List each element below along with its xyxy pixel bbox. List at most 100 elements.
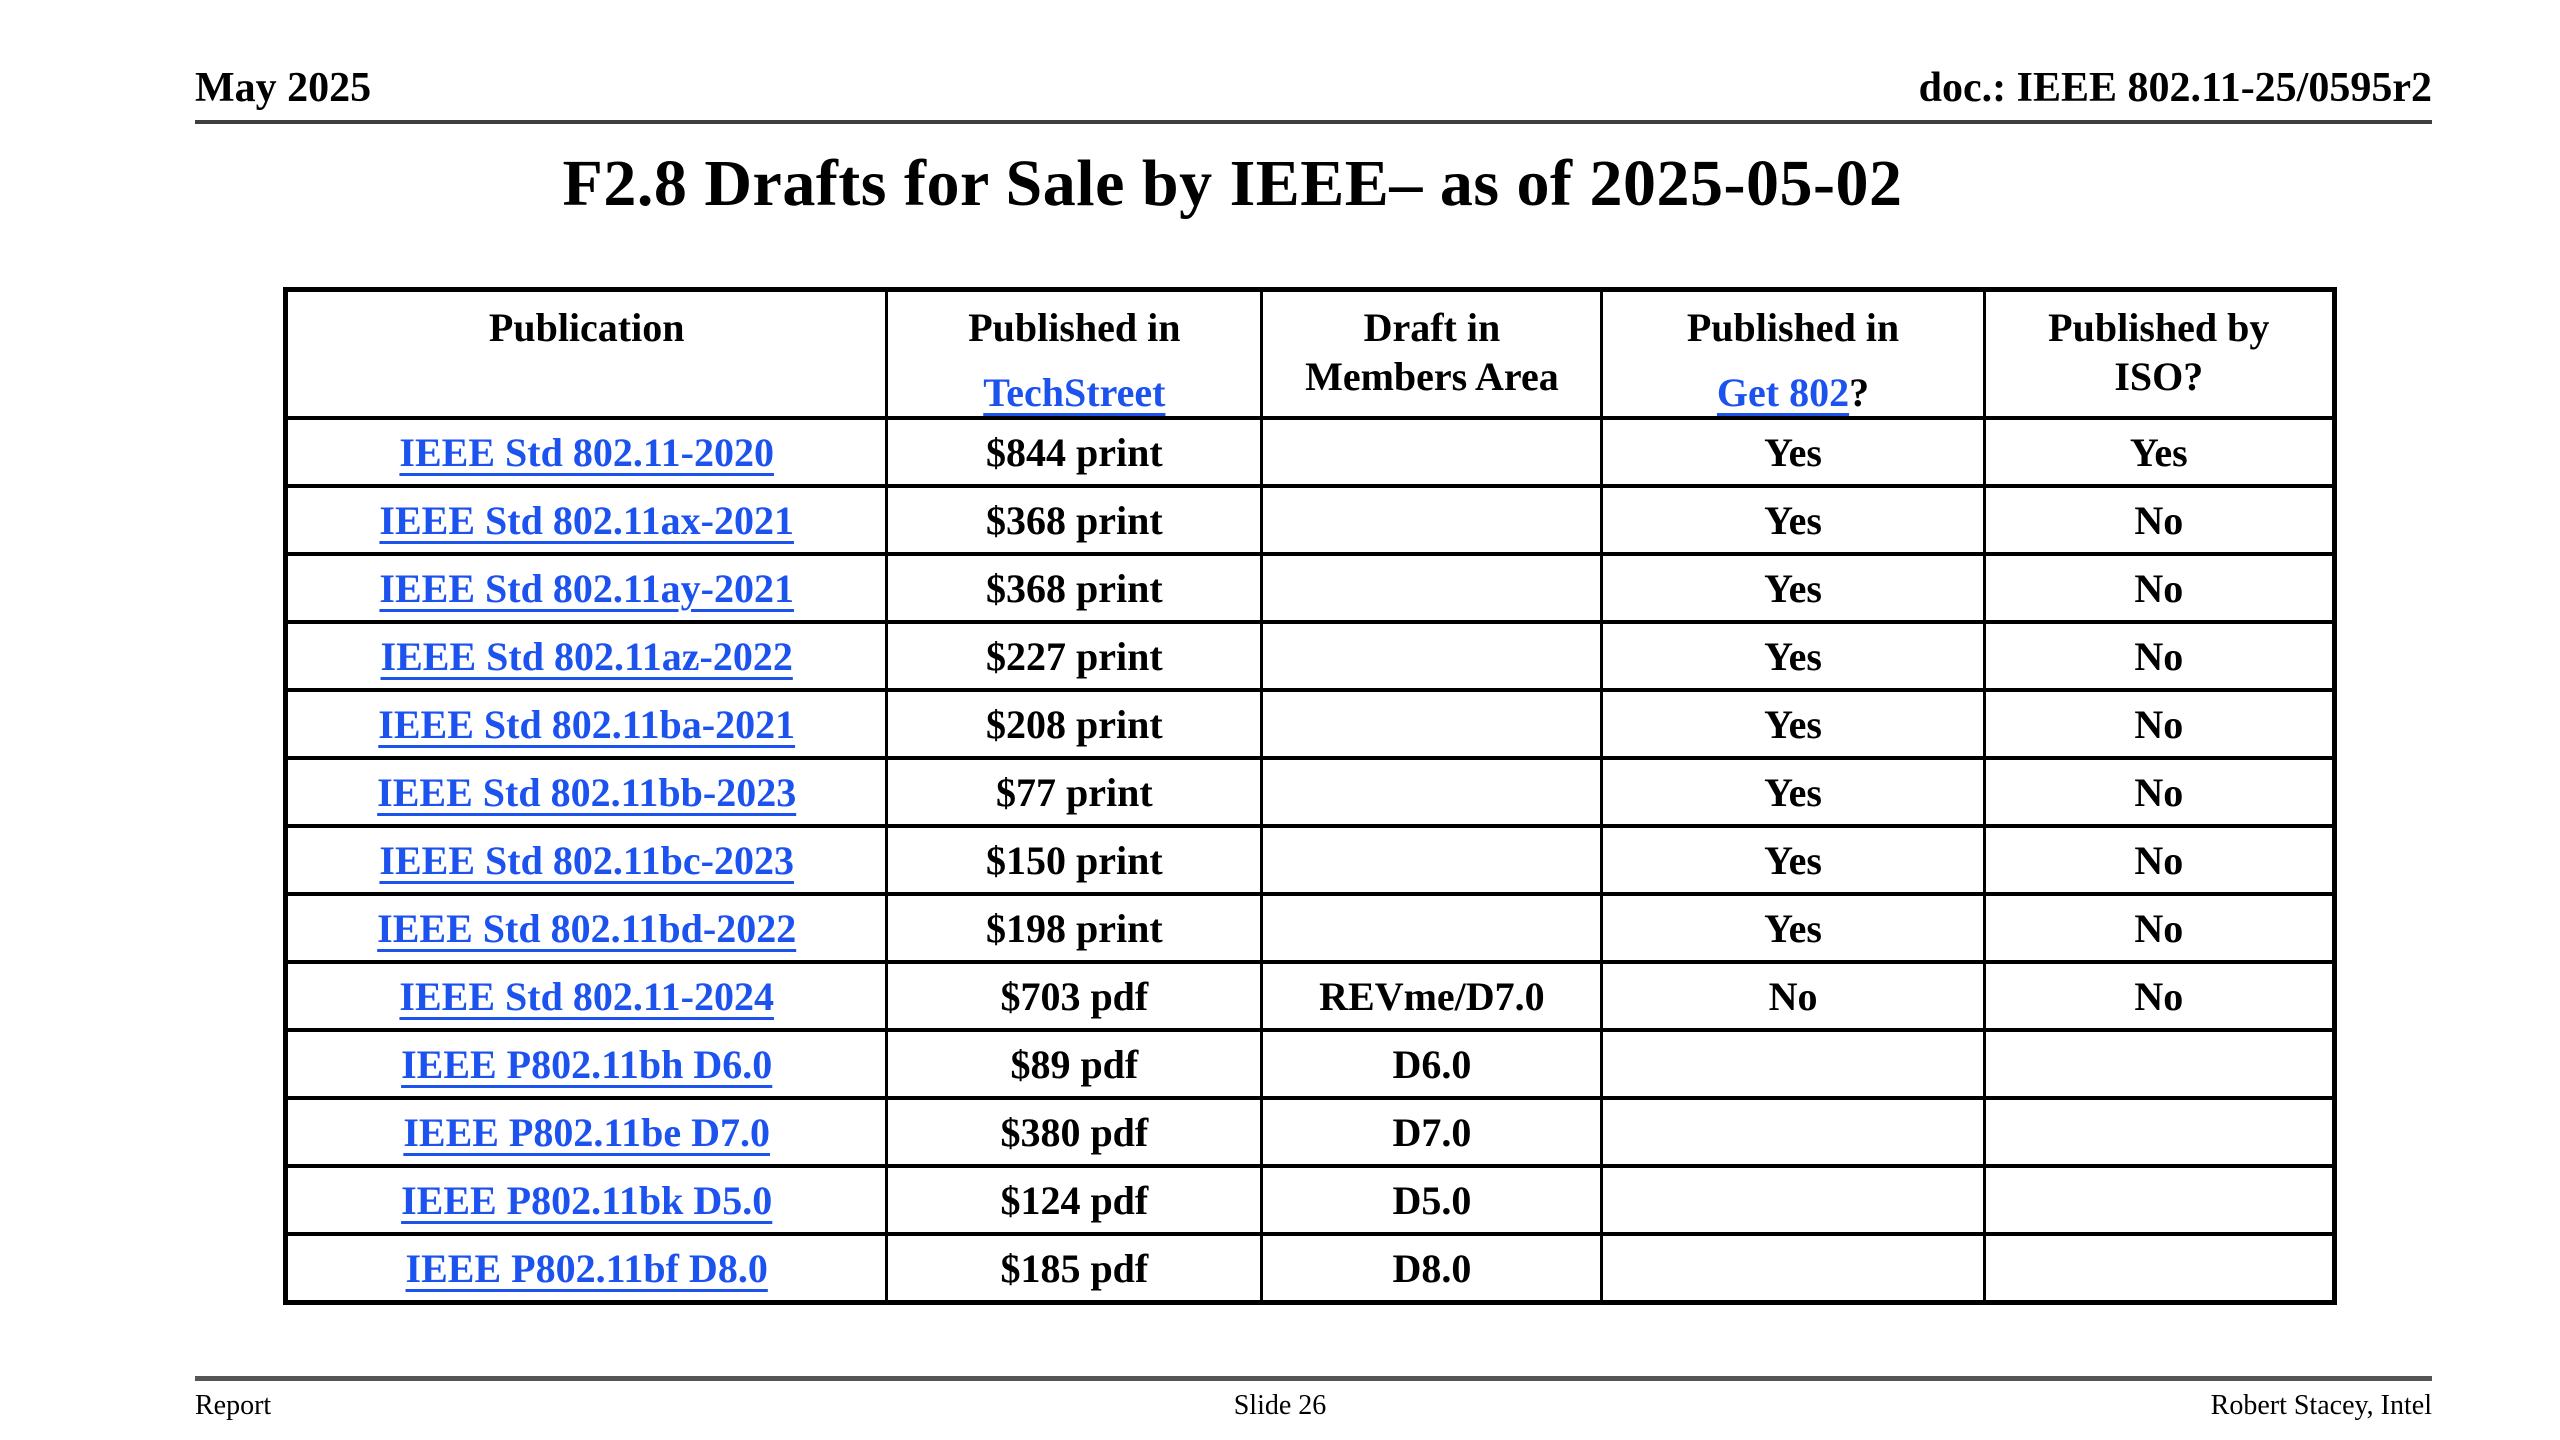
publication-cell: IEEE Std 802.11-2020 — [283, 416, 889, 489]
publication-link[interactable]: IEEE Std 802.11bc-2023 — [379, 837, 794, 883]
published-iso-cell: No — [1982, 484, 2337, 557]
publication-link[interactable]: IEEE P802.11be D7.0 — [403, 1109, 771, 1155]
techstreet-price-cell: $150 print — [885, 824, 1264, 897]
page-title: F2.8 Drafts for Sale by IEEE– as of 2025… — [562, 147, 1903, 220]
publication-cell: IEEE P802.11bf D8.0 — [283, 1232, 889, 1305]
techstreet-price-cell: $227 print — [885, 620, 1264, 693]
draft-members-area-cell — [1260, 620, 1604, 693]
table-row: IEEE Std 802.11bb-2023 $77 print Yes No — [283, 756, 2337, 829]
draft-members-area-cell: D5.0 — [1260, 1164, 1604, 1237]
publication-link[interactable]: IEEE Std 802.11ay-2021 — [379, 565, 794, 611]
publication-cell: IEEE P802.11bh D6.0 — [283, 1028, 889, 1101]
header-draft-line2: Members Area — [1305, 354, 1559, 400]
published-iso-cell: Yes — [1982, 416, 2337, 489]
draft-members-area-cell — [1260, 688, 1604, 761]
draft-members-area-cell — [1260, 756, 1604, 829]
published-iso-cell: No — [1982, 620, 2337, 693]
publication-cell: IEEE Std 802.11bd-2022 — [283, 892, 889, 965]
published-iso-cell — [1982, 1164, 2337, 1237]
techstreet-price-cell: $368 print — [885, 552, 1264, 625]
techstreet-price-cell: $380 pdf — [885, 1096, 1264, 1169]
published-iso-cell: No — [1982, 824, 2337, 897]
draft-members-area-cell: D7.0 — [1260, 1096, 1604, 1169]
draft-members-area-cell — [1260, 892, 1604, 965]
published-get802-cell: Yes — [1600, 824, 1986, 897]
techstreet-price-cell: $185 pdf — [885, 1232, 1264, 1305]
published-iso-cell: No — [1982, 892, 2337, 965]
table-row: IEEE Std 802.11az-2022 $227 print Yes No — [283, 620, 2337, 693]
publication-link[interactable]: IEEE Std 802.11bd-2022 — [377, 905, 797, 951]
techstreet-price-cell: $208 print — [885, 688, 1264, 761]
published-iso-cell — [1982, 1028, 2337, 1101]
publication-cell: IEEE Std 802.11ba-2021 — [283, 688, 889, 761]
header-techstreet-line1: Published in — [968, 305, 1181, 350]
drafts-table: Publication Published in TechStreet Draf… — [283, 287, 2337, 1305]
published-iso-cell: No — [1982, 552, 2337, 625]
publication-cell: IEEE P802.11bk D5.0 — [283, 1164, 889, 1237]
published-get802-cell: Yes — [1600, 688, 1986, 761]
publication-cell: IEEE Std 802.11bb-2023 — [283, 756, 889, 829]
published-get802-cell: Yes — [1600, 620, 1986, 693]
techstreet-price-cell: $77 print — [885, 756, 1264, 829]
published-get802-cell — [1600, 1164, 1986, 1237]
publication-link[interactable]: IEEE Std 802.11-2024 — [399, 973, 774, 1019]
published-get802-cell: No — [1600, 960, 1986, 1033]
published-iso-cell — [1982, 1096, 2337, 1169]
table-body: IEEE Std 802.11-2020 $844 print Yes Yes IEEE… — [283, 416, 2337, 1305]
footer-rule — [195, 1376, 2432, 1381]
table-row: IEEE Std 802.11-2024 $703 pdf REVme/D7.0 No… — [283, 960, 2337, 1033]
published-get802-cell: Yes — [1600, 756, 1986, 829]
table-header: Publication Published in TechStreet Draf… — [283, 287, 2337, 421]
header-draft-line1: Draft in — [1363, 305, 1501, 350]
table-row: IEEE P802.11bf D8.0 $185 pdf D8.0 — [283, 1232, 2337, 1305]
draft-members-area-cell — [1260, 416, 1604, 489]
slide-header: May 2025 doc.: IEEE 802.11-25/0595r2 — [195, 64, 2432, 124]
get802-link[interactable]: Get 802 — [1716, 370, 1850, 416]
draft-members-area-cell — [1260, 824, 1604, 897]
techstreet-price-cell: $844 print — [885, 416, 1264, 489]
publication-link[interactable]: IEEE Std 802.11-2020 — [399, 429, 774, 475]
header-publication-label: Publication — [488, 305, 685, 350]
published-get802-cell: Yes — [1600, 484, 1986, 557]
published-get802-cell — [1600, 1028, 1986, 1101]
published-get802-cell — [1600, 1096, 1986, 1169]
table-row: IEEE Std 802.11bc-2023 $150 print Yes No — [283, 824, 2337, 897]
techstreet-price-cell: $703 pdf — [885, 960, 1264, 1033]
footer-author: Robert Stacey, Intel — [2210, 1390, 2432, 1421]
table-row: IEEE P802.11bk D5.0 $124 pdf D5.0 — [283, 1164, 2337, 1237]
header-draft: Draft in Members Area — [1260, 287, 1604, 421]
draft-members-area-cell — [1260, 552, 1604, 625]
table-row: IEEE P802.11be D7.0 $380 pdf D7.0 — [283, 1096, 2337, 1169]
published-iso-cell: No — [1982, 688, 2337, 761]
footer-report-label: Report — [195, 1390, 272, 1421]
published-get802-cell — [1600, 1232, 1986, 1305]
header-get802: Published in Get 802? — [1600, 287, 1986, 421]
header-publication: Publication — [283, 287, 889, 421]
publication-cell: IEEE Std 802.11ax-2021 — [283, 484, 889, 557]
publication-link[interactable]: IEEE P802.11bh D6.0 — [401, 1041, 773, 1087]
table-row: IEEE P802.11bh D6.0 $89 pdf D6.0 — [283, 1028, 2337, 1101]
published-get802-cell: Yes — [1600, 552, 1986, 625]
techstreet-price-cell: $368 print — [885, 484, 1264, 557]
publication-cell: IEEE Std 802.11az-2022 — [283, 620, 889, 693]
published-get802-cell: Yes — [1600, 892, 1986, 965]
techstreet-link[interactable]: TechStreet — [983, 370, 1166, 416]
published-iso-cell: No — [1982, 960, 2337, 1033]
publication-link[interactable]: IEEE Std 802.11ax-2021 — [379, 497, 794, 543]
header-date: May 2025 — [195, 65, 372, 111]
publication-link[interactable]: IEEE Std 802.11az-2022 — [380, 633, 793, 679]
techstreet-price-cell: $198 print — [885, 892, 1264, 965]
publication-link[interactable]: IEEE Std 802.11ba-2021 — [378, 701, 796, 747]
table-row: IEEE Std 802.11ba-2021 $208 print Yes No — [283, 688, 2337, 761]
header-iso-line2: ISO? — [2114, 354, 2204, 400]
publication-cell: IEEE Std 802.11-2024 — [283, 960, 889, 1033]
draft-members-area-cell — [1260, 484, 1604, 557]
publication-link[interactable]: IEEE Std 802.11bb-2023 — [377, 769, 797, 815]
table-row: IEEE Std 802.11ay-2021 $368 print Yes No — [283, 552, 2337, 625]
get802-suffix: ? — [1849, 370, 1870, 416]
table-row: IEEE Std 802.11-2020 $844 print Yes Yes — [283, 416, 2337, 489]
publication-link[interactable]: IEEE P802.11bf D8.0 — [405, 1245, 768, 1291]
header-techstreet: Published in TechStreet — [885, 287, 1264, 421]
publication-link[interactable]: IEEE P802.11bk D5.0 — [401, 1177, 773, 1223]
